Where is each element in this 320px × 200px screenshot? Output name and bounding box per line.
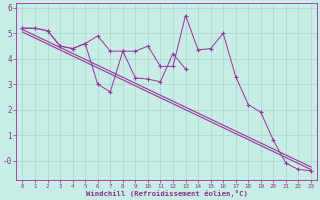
X-axis label: Windchill (Refroidissement éolien,°C): Windchill (Refroidissement éolien,°C)	[86, 190, 248, 197]
